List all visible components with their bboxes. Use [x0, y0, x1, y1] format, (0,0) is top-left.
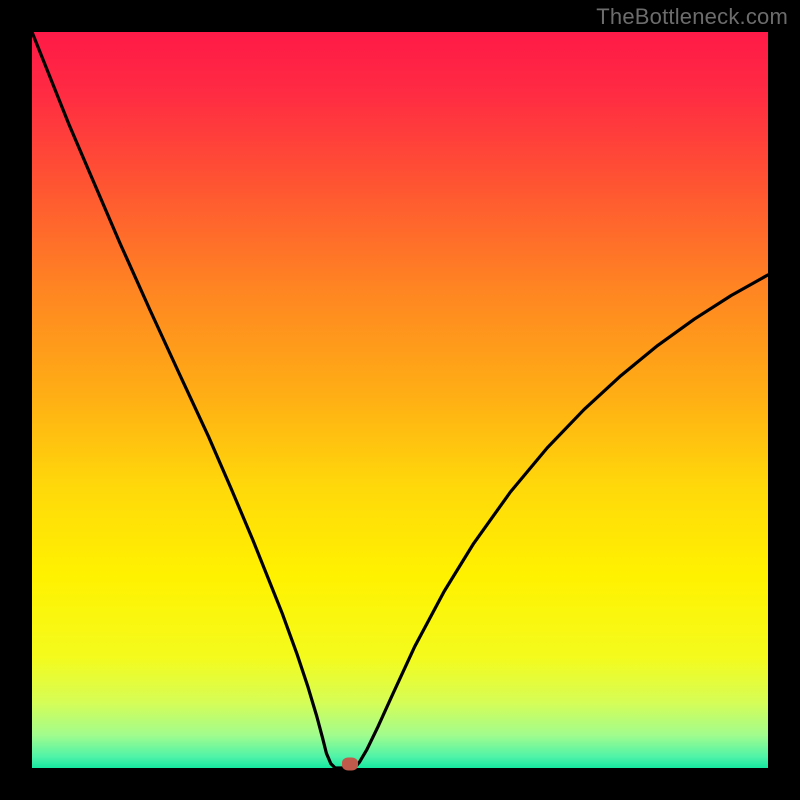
plot-area [32, 32, 768, 768]
curve-path [32, 32, 768, 768]
bottleneck-curve [32, 32, 768, 768]
watermark-text: TheBottleneck.com [596, 4, 788, 30]
optimal-point-marker [342, 757, 358, 770]
chart-frame: TheBottleneck.com [0, 0, 800, 800]
